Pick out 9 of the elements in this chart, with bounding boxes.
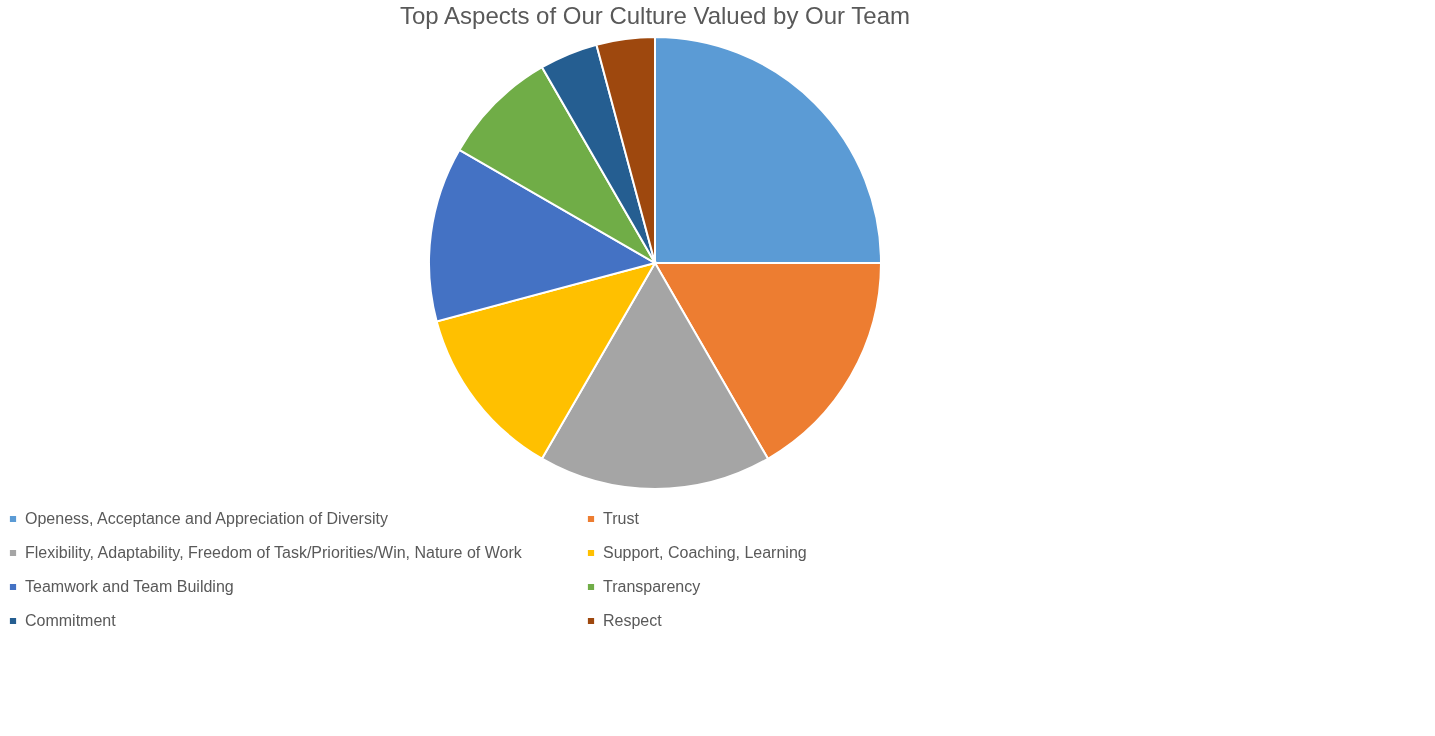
legend-label: Teamwork and Team Building (25, 578, 234, 595)
legend-label: Openess, Acceptance and Appreciation of Diversity (25, 510, 388, 527)
chart-title: Top Aspects of Our Culture Valued by Our Team (399, 2, 911, 29)
legend-label: Flexibility, Adaptability, Freedom of Task/Priorities/Win, Nature of Work (25, 544, 523, 561)
legend-label: Trust (603, 510, 640, 527)
legend-label: Transparency (603, 578, 701, 595)
legend-label: Commitment (25, 612, 117, 629)
legend-label: Respect (603, 612, 663, 629)
legend-label: Support, Coaching, Learning (603, 544, 807, 561)
